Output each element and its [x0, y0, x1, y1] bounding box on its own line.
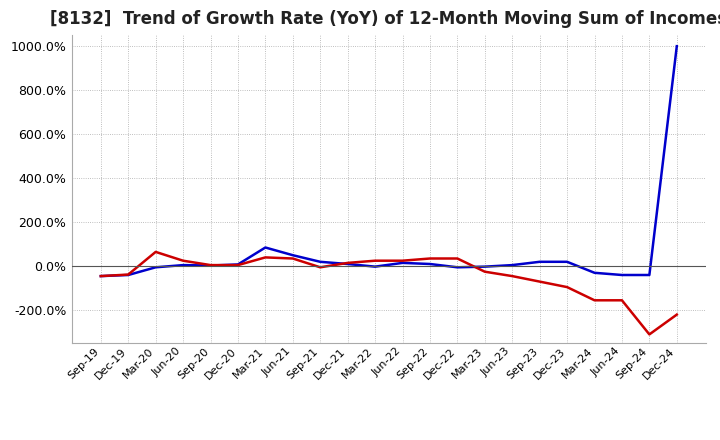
Ordinary Income Growth Rate [453, 264, 462, 270]
Net Income Growth Rate [453, 256, 462, 261]
Net Income Growth Rate [371, 258, 379, 263]
Net Income Growth Rate [316, 264, 325, 270]
Ordinary Income Growth Rate [261, 245, 270, 250]
Net Income Growth Rate [343, 260, 352, 265]
Net Income Growth Rate [151, 249, 160, 254]
Net Income Growth Rate [96, 273, 105, 279]
Ordinary Income Growth Rate [590, 270, 599, 275]
Ordinary Income Growth Rate [316, 259, 325, 264]
Line: Net Income Growth Rate: Net Income Growth Rate [101, 252, 677, 334]
Ordinary Income Growth Rate [343, 261, 352, 267]
Net Income Growth Rate [563, 285, 572, 290]
Title: [8132]  Trend of Growth Rate (YoY) of 12-Month Moving Sum of Incomes: [8132] Trend of Growth Rate (YoY) of 12-… [50, 10, 720, 28]
Ordinary Income Growth Rate [480, 264, 489, 269]
Net Income Growth Rate [398, 258, 407, 263]
Ordinary Income Growth Rate [289, 253, 297, 258]
Net Income Growth Rate [672, 312, 681, 317]
Net Income Growth Rate [590, 297, 599, 303]
Ordinary Income Growth Rate [645, 272, 654, 278]
Net Income Growth Rate [480, 269, 489, 275]
Ordinary Income Growth Rate [96, 273, 105, 279]
Line: Ordinary Income Growth Rate: Ordinary Income Growth Rate [101, 46, 677, 276]
Ordinary Income Growth Rate [124, 272, 132, 278]
Ordinary Income Growth Rate [233, 262, 242, 267]
Net Income Growth Rate [618, 297, 626, 303]
Net Income Growth Rate [536, 279, 544, 284]
Ordinary Income Growth Rate [618, 272, 626, 278]
Ordinary Income Growth Rate [508, 262, 516, 268]
Net Income Growth Rate [261, 255, 270, 260]
Net Income Growth Rate [289, 256, 297, 261]
Net Income Growth Rate [645, 332, 654, 337]
Net Income Growth Rate [233, 262, 242, 268]
Ordinary Income Growth Rate [426, 261, 434, 267]
Net Income Growth Rate [206, 262, 215, 268]
Ordinary Income Growth Rate [179, 262, 187, 268]
Ordinary Income Growth Rate [151, 264, 160, 270]
Ordinary Income Growth Rate [371, 264, 379, 269]
Net Income Growth Rate [508, 273, 516, 279]
Net Income Growth Rate [426, 256, 434, 261]
Ordinary Income Growth Rate [563, 259, 572, 264]
Net Income Growth Rate [124, 272, 132, 277]
Ordinary Income Growth Rate [206, 263, 215, 268]
Ordinary Income Growth Rate [398, 260, 407, 265]
Ordinary Income Growth Rate [536, 259, 544, 264]
Ordinary Income Growth Rate [672, 44, 681, 49]
Net Income Growth Rate [179, 258, 187, 263]
